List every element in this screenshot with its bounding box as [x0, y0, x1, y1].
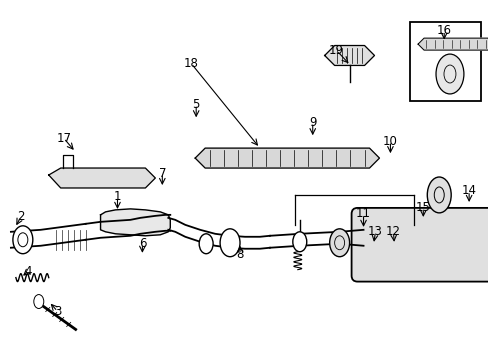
Ellipse shape [34, 294, 44, 309]
Text: 9: 9 [308, 116, 316, 129]
Text: 8: 8 [236, 248, 243, 261]
Polygon shape [195, 148, 379, 168]
Text: 16: 16 [436, 24, 451, 37]
Text: 17: 17 [56, 132, 71, 145]
Ellipse shape [292, 232, 306, 252]
Text: 15: 15 [415, 201, 430, 215]
Ellipse shape [329, 229, 349, 257]
Text: 14: 14 [461, 184, 476, 197]
Text: 13: 13 [367, 225, 382, 238]
Text: 12: 12 [385, 225, 400, 238]
Text: 4: 4 [24, 265, 32, 278]
Bar [409, 22, 480, 101]
Ellipse shape [13, 226, 33, 254]
Text: 1: 1 [114, 190, 121, 203]
Text: 18: 18 [183, 57, 198, 70]
Text: 10: 10 [382, 135, 397, 148]
Text: 3: 3 [54, 305, 61, 318]
Text: 19: 19 [328, 44, 344, 57]
Text: 2: 2 [17, 210, 24, 223]
Text: 6: 6 [139, 237, 146, 250]
Polygon shape [417, 38, 488, 50]
Polygon shape [101, 209, 170, 236]
Ellipse shape [427, 177, 450, 213]
Ellipse shape [199, 234, 213, 254]
Polygon shape [324, 45, 374, 66]
Text: 5: 5 [192, 98, 200, 111]
Text: 7: 7 [158, 167, 166, 180]
Ellipse shape [220, 229, 240, 257]
Text: 11: 11 [355, 207, 370, 220]
Ellipse shape [435, 54, 463, 94]
Polygon shape [49, 168, 155, 188]
FancyBboxPatch shape [351, 208, 488, 282]
